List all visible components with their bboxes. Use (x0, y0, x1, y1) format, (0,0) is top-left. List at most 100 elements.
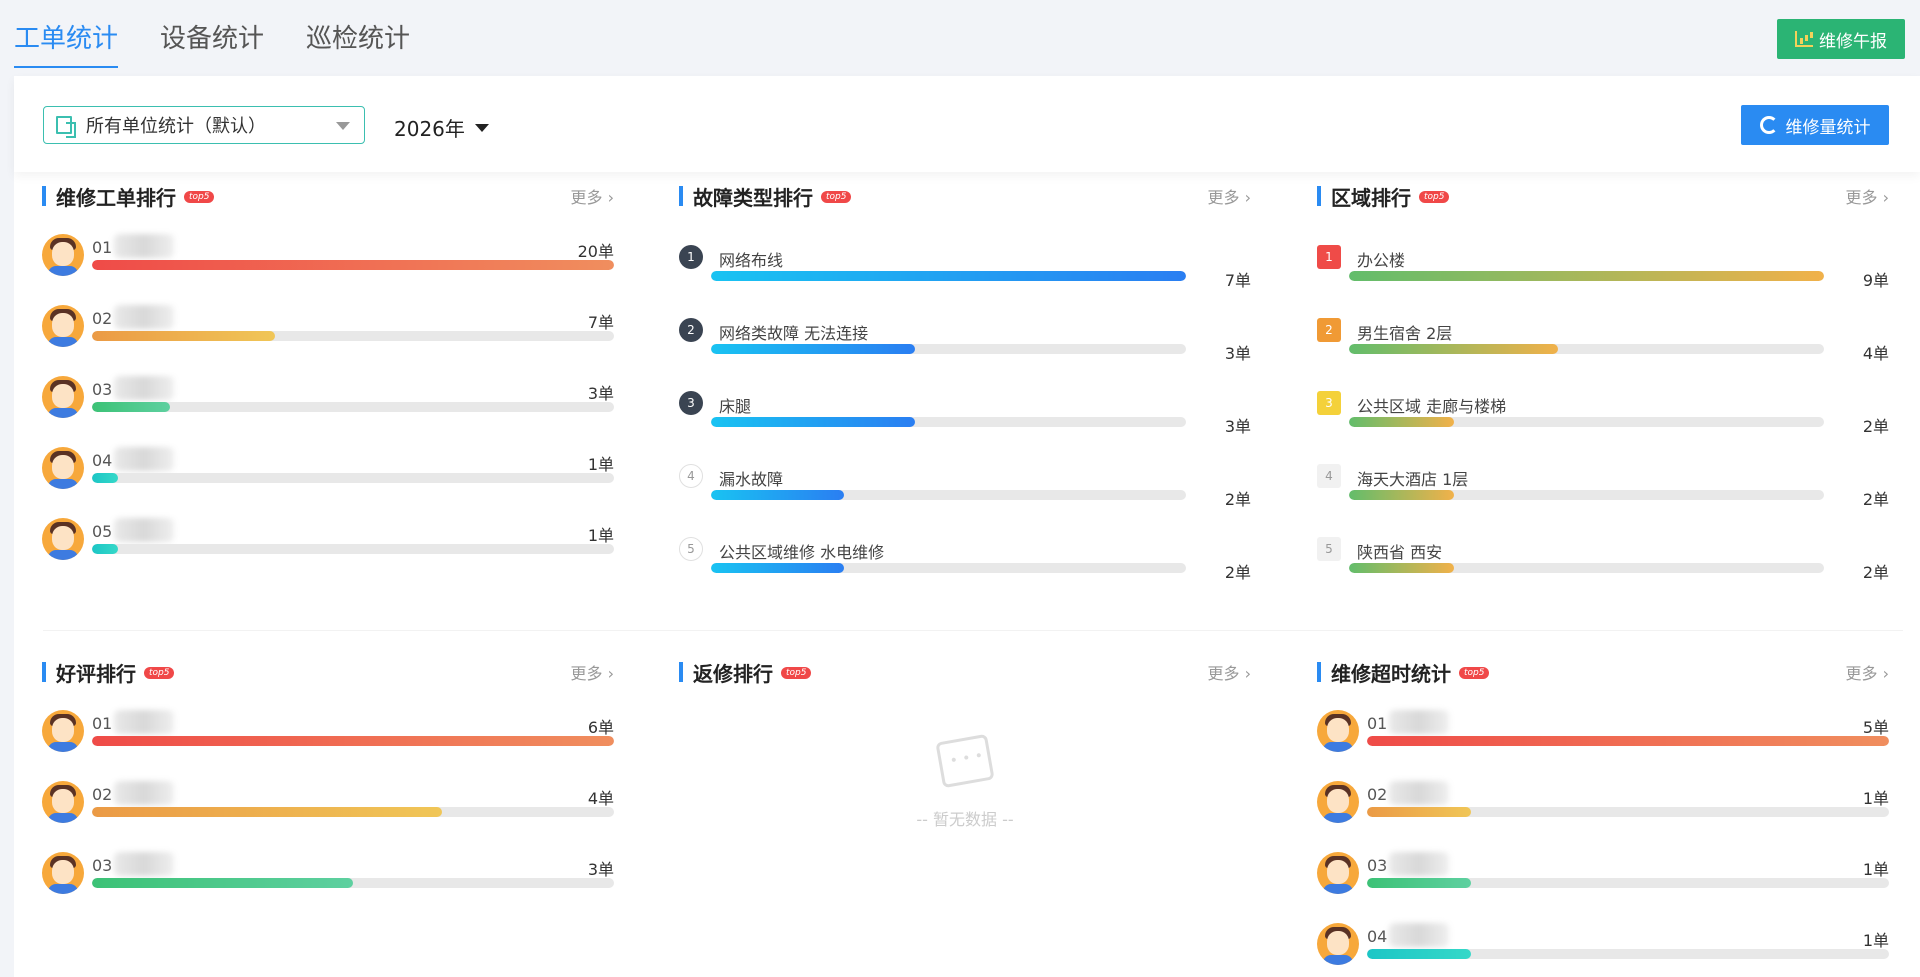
avatar-body (48, 266, 78, 276)
more-link[interactable]: 更多 › (1207, 664, 1252, 683)
tab-device[interactable]: 设备统计 (160, 24, 265, 54)
more-link[interactable]: 更多 › (570, 188, 615, 207)
blurred-name (114, 376, 174, 400)
rank-number: 01 (1367, 714, 1388, 733)
blurred-name (1389, 710, 1449, 734)
rank-number: 02 (1367, 785, 1388, 804)
list-item[interactable]: 01 20单 (42, 234, 614, 280)
avatar-face (52, 789, 74, 813)
tab-inspection[interactable]: 巡检统计 (306, 24, 411, 54)
list-item[interactable]: 04 1单 (1317, 923, 1889, 969)
rank-badge: 5 (679, 537, 703, 561)
list-item[interactable]: 3 公共区域 走廊与楼梯 2单 (1317, 391, 1889, 441)
list-item[interactable]: 4 漏水故障 2单 (679, 464, 1251, 514)
progress-track (92, 544, 614, 554)
card-header: 故障类型排行 top5 更多 › (679, 182, 1251, 212)
card-header: 好评排行 top5 更多 › (42, 658, 614, 688)
list-item[interactable]: 02 7单 (42, 305, 614, 351)
empty-text: -- 暂无数据 -- (916, 810, 1014, 829)
repair-volume-button[interactable]: 维修量统计 (1741, 105, 1889, 145)
order-count: 4单 (1862, 344, 1889, 363)
order-count: 6单 (587, 718, 614, 737)
avatar (42, 710, 84, 752)
main-panel: 所有单位统计（默认） 2026年 维修量统计 维修工单排行 top5 更多 › 0… (14, 76, 1920, 977)
list-item[interactable]: 2 男生宿舍 2层 4单 (1317, 318, 1889, 368)
list-item[interactable]: 1 网络布线 7单 (679, 245, 1251, 295)
list-item[interactable]: 02 4单 (42, 781, 614, 827)
order-count: 2单 (1862, 417, 1889, 436)
year-select-value: 2026年 (394, 117, 465, 141)
progress-track (1349, 417, 1824, 427)
progress-track (1367, 807, 1889, 817)
list-item[interactable]: 1 办公楼 9单 (1317, 245, 1889, 295)
list-item[interactable]: 01 5单 (1317, 710, 1889, 756)
rank-badge: 1 (1317, 245, 1341, 269)
avatar-face (52, 526, 74, 550)
bar-chart-icon (1795, 31, 1813, 47)
progress-track (1349, 490, 1824, 500)
empty-box-icon (935, 733, 995, 789)
avatar-body (1323, 955, 1353, 965)
list-item[interactable]: 5 公共区域维修 水电维修 2单 (679, 537, 1251, 587)
avatar-face (1327, 789, 1349, 813)
list-item[interactable]: 04 1单 (42, 447, 614, 493)
progress-fill (1367, 878, 1472, 888)
repair-volume-label: 维修量统计 (1785, 117, 1871, 138)
progress-fill (92, 402, 171, 412)
progress-track (92, 878, 614, 888)
blurred-name (114, 710, 174, 734)
more-link[interactable]: 更多 › (1845, 664, 1890, 683)
more-link[interactable]: 更多 › (570, 664, 615, 683)
list-item[interactable]: 03 3单 (42, 852, 614, 898)
unit-select[interactable]: 所有单位统计（默认） (43, 106, 365, 144)
more-link[interactable]: 更多 › (1845, 188, 1890, 207)
list-item[interactable]: 5 陕西省 西安 2单 (1317, 537, 1889, 587)
avatar-face (1327, 931, 1349, 955)
blurred-name (114, 781, 174, 805)
list-item[interactable]: 05 1单 (42, 518, 614, 564)
item-label: 网络布线 (719, 251, 784, 270)
item-label: 漏水故障 (719, 470, 784, 489)
avatar-face (52, 384, 74, 408)
avatar-face (52, 718, 74, 742)
card-header: 区域排行 top5 更多 › (1317, 182, 1889, 212)
list-item[interactable]: 4 海天大酒店 1层 2单 (1317, 464, 1889, 514)
item-label: 男生宿舍 2层 (1357, 324, 1453, 343)
rank-badge: 1 (679, 245, 703, 269)
list-item[interactable]: 02 1单 (1317, 781, 1889, 827)
list-item[interactable]: 3 床腿 3单 (679, 391, 1251, 441)
item-label: 办公楼 (1357, 251, 1406, 270)
tab-work-order[interactable]: 工单统计 (14, 18, 119, 68)
top5-badge: top5 (184, 191, 215, 203)
order-count: 3单 (587, 860, 614, 879)
list-item[interactable]: 2 网络类故障 无法连接 3单 (679, 318, 1251, 368)
card-overtime: 维修超时统计 top5 更多 › 01 5单 02 1单 03 1单 04 1单 (1317, 658, 1890, 965)
top5-badge: top5 (821, 191, 852, 203)
item-label: 公共区域维修 水电维修 (719, 543, 885, 562)
progress-fill (1349, 490, 1454, 500)
list-item[interactable]: 03 1单 (1317, 852, 1889, 898)
top5-badge: top5 (1419, 191, 1450, 203)
card-title: 区域排行 top5 (1331, 182, 1450, 211)
progress-fill (92, 260, 614, 270)
repair-report-button[interactable]: 维修午报 (1777, 19, 1905, 59)
more-link[interactable]: 更多 › (1207, 188, 1252, 207)
rank-badge: 2 (679, 318, 703, 342)
list-item[interactable]: 01 6单 (42, 710, 614, 756)
blurred-name (1389, 781, 1449, 805)
title-accent (1317, 662, 1321, 682)
progress-fill (92, 473, 119, 483)
order-count: 1单 (587, 526, 614, 545)
year-select[interactable]: 2026年 (394, 113, 489, 142)
order-count: 5单 (1862, 718, 1889, 737)
rank-number: 04 (92, 451, 113, 470)
progress-track (1367, 736, 1889, 746)
caret-down-icon (474, 123, 489, 132)
filter-bar: 所有单位统计（默认） 2026年 维修量统计 (14, 76, 1920, 172)
rank-badge: 4 (679, 464, 703, 488)
item-label: 陕西省 西安 (1357, 543, 1443, 562)
blurred-name (1389, 923, 1449, 947)
blurred-name (114, 305, 174, 329)
list-item[interactable]: 03 3单 (42, 376, 614, 422)
